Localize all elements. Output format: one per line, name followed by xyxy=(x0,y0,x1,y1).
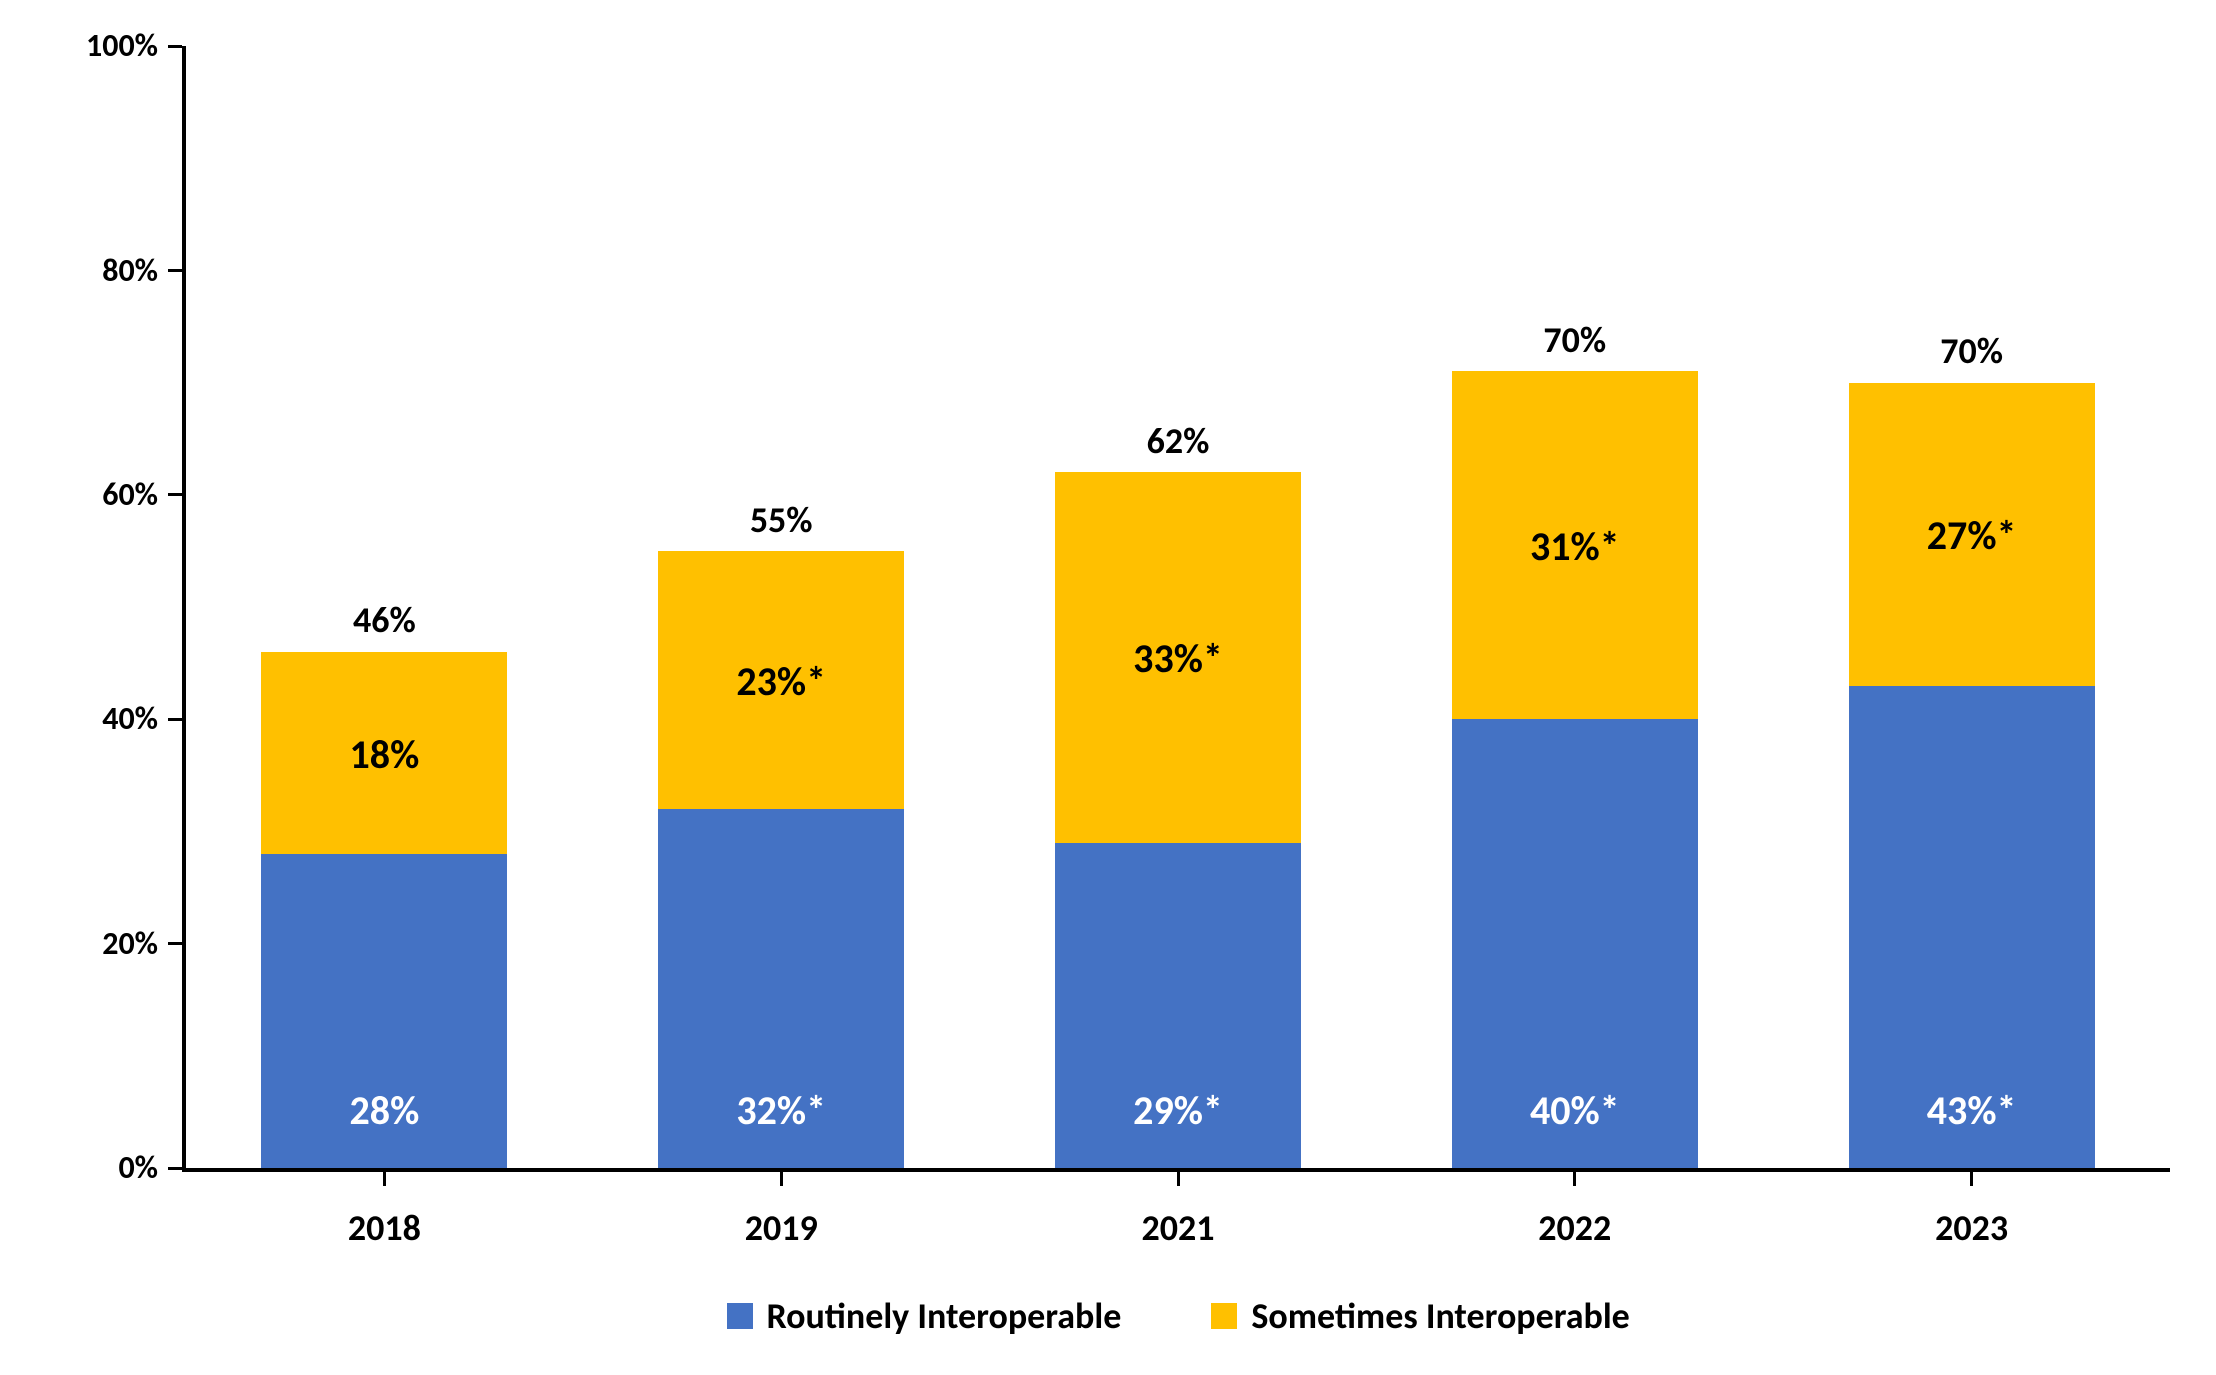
bar-total-label: 46% xyxy=(261,598,507,642)
x-tick xyxy=(1177,1172,1180,1186)
y-tick-label: 60% xyxy=(18,475,158,514)
x-tick xyxy=(1573,1172,1576,1186)
bar-label-routinely: 32%* xyxy=(658,1086,904,1135)
legend-swatch xyxy=(727,1303,753,1329)
y-tick xyxy=(168,718,182,721)
bar-total-label: 70% xyxy=(1849,329,2095,373)
legend-label: Sometimes Interoperable xyxy=(1251,1294,1629,1338)
y-axis-line xyxy=(182,46,186,1172)
bar-label-sometimes: 23%* xyxy=(658,657,904,706)
bar-label-sometimes: 18% xyxy=(261,730,507,779)
legend-swatch xyxy=(1211,1303,1237,1329)
y-tick xyxy=(168,942,182,945)
bar-label-sometimes: 33%* xyxy=(1055,634,1301,683)
bar-total-label: 55% xyxy=(658,498,904,542)
x-category-label: 2023 xyxy=(1773,1206,2170,1250)
bar-total-label: 70% xyxy=(1452,318,1698,362)
y-tick-label: 0% xyxy=(18,1148,158,1187)
bar-label-routinely: 40%* xyxy=(1452,1086,1698,1135)
legend-label: Routinely Interoperable xyxy=(767,1294,1122,1338)
bar-label-sometimes: 27%* xyxy=(1849,511,2095,560)
y-tick xyxy=(168,45,182,48)
bar-label-routinely: 29%* xyxy=(1055,1086,1301,1135)
x-category-label: 2022 xyxy=(1376,1206,1773,1250)
x-category-label: 2018 xyxy=(186,1206,583,1250)
y-tick-label: 80% xyxy=(18,251,158,290)
y-tick xyxy=(168,1167,182,1170)
x-tick xyxy=(383,1172,386,1186)
stacked-bar-chart: 0% 20% 40% 60% 80% 100% 28% 18% 46% 2018 32%* 23%* 5… xyxy=(0,0,2216,1375)
x-category-label: 2021 xyxy=(980,1206,1377,1250)
y-tick-label: 100% xyxy=(18,26,158,65)
x-category-label: 2019 xyxy=(583,1206,980,1250)
x-tick xyxy=(780,1172,783,1186)
legend-item: Sometimes Interoperable xyxy=(1211,1294,1629,1338)
bar-label-routinely: 28% xyxy=(261,1086,507,1135)
x-tick xyxy=(1970,1172,1973,1186)
legend: Routinely Interoperable Sometimes Interop… xyxy=(727,1294,1630,1338)
y-tick-label: 20% xyxy=(18,924,158,963)
bar-label-sometimes: 31%* xyxy=(1452,522,1698,571)
bar-total-label: 62% xyxy=(1055,419,1301,463)
legend-item: Routinely Interoperable xyxy=(727,1294,1122,1338)
bar-label-routinely: 43%* xyxy=(1849,1086,2095,1135)
y-tick xyxy=(168,269,182,272)
y-tick-label: 40% xyxy=(18,699,158,738)
y-tick xyxy=(168,493,182,496)
